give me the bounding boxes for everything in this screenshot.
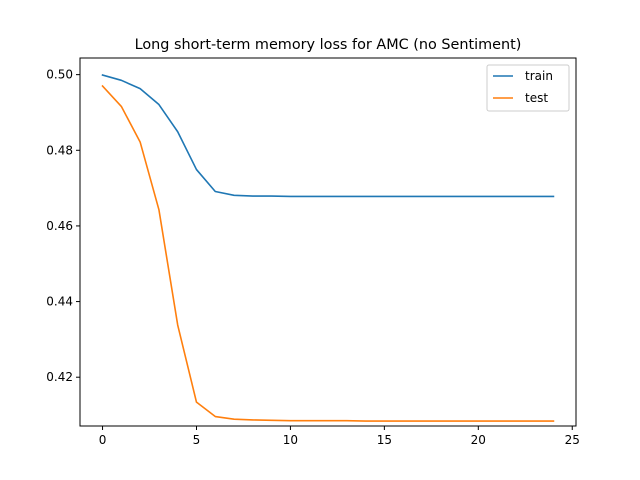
y-tick-label: 0.48 bbox=[46, 143, 73, 157]
x-axis: 0 5 10 15 20 25 bbox=[99, 426, 580, 447]
series-line-train bbox=[101, 74, 555, 198]
x-tick-label: 10 bbox=[283, 433, 298, 447]
chart-title: Long short-term memory loss for AMC (no … bbox=[135, 37, 522, 53]
series-line-test bbox=[101, 84, 555, 422]
y-tick-label: 0.42 bbox=[46, 370, 73, 384]
y-tick-label: 0.50 bbox=[46, 68, 73, 82]
plot-frame bbox=[79, 57, 577, 427]
y-tick-label: 0.46 bbox=[46, 219, 73, 233]
legend-label-train: train bbox=[525, 69, 553, 83]
legend-label-test: test bbox=[525, 91, 548, 105]
legend: train test bbox=[486, 64, 570, 112]
x-tick-label: 20 bbox=[471, 433, 486, 447]
x-tick-label: 15 bbox=[377, 433, 392, 447]
series-layer bbox=[101, 74, 555, 422]
x-tick-label: 0 bbox=[99, 433, 107, 447]
x-tick-label: 25 bbox=[565, 433, 580, 447]
y-tick-label: 0.44 bbox=[46, 295, 73, 309]
y-axis: 0.42 0.44 0.46 0.48 0.50 bbox=[46, 68, 80, 384]
x-tick-label: 5 bbox=[193, 433, 201, 447]
